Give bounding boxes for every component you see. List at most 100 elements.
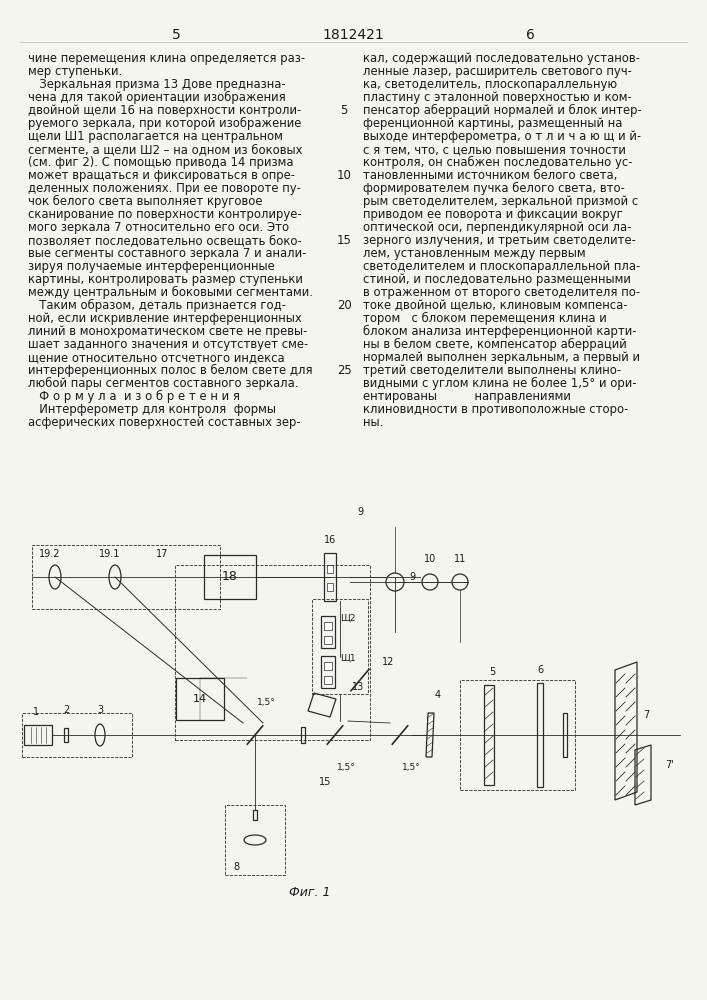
Text: нормалей выполнен зеркальным, а первый и: нормалей выполнен зеркальным, а первый и [363,351,640,364]
Text: приводом ее поворота и фиксации вокруг: приводом ее поворота и фиксации вокруг [363,208,623,221]
Text: 1812421: 1812421 [322,28,384,42]
Bar [324,662,332,670]
Text: линий в монохроматическом свете не превы-: линий в монохроматическом свете не превы… [28,325,308,338]
Text: 3: 3 [97,705,103,715]
Text: ной, если искривление интерференционных: ной, если искривление интерференционных [28,312,302,325]
Text: Таким образом, деталь признается год-: Таким образом, деталь признается год- [28,299,286,312]
Text: 5: 5 [489,667,495,677]
Text: 10: 10 [337,169,351,182]
Text: в отраженном от второго светоделителя по-: в отраженном от второго светоделителя по… [363,286,640,299]
Text: руемого зеркала, при которой изображение: руемого зеркала, при которой изображение [28,117,301,130]
Bar [460,680,575,790]
Bar [324,553,336,601]
Text: 9: 9 [357,507,363,517]
Text: 5: 5 [340,104,348,117]
Bar [537,683,543,787]
Bar [22,713,132,757]
Text: 11: 11 [454,554,466,564]
Text: 18: 18 [222,570,238,584]
Text: тором   с блоком перемещения клина и: тором с блоком перемещения клина и [363,312,607,325]
Text: светоделителем и плоскопараллельной пла-: светоделителем и плоскопараллельной пла- [363,260,641,273]
Text: позволяет последовательно освещать боко-: позволяет последовательно освещать боко- [28,234,302,247]
Text: 12: 12 [382,657,395,667]
Text: Фиг. 1: Фиг. 1 [289,886,331,898]
Text: 5: 5 [172,28,180,42]
Text: 8: 8 [233,862,239,872]
Text: 19.2: 19.2 [40,549,61,559]
Text: мого зеркала 7 относительно его оси. Это: мого зеркала 7 относительно его оси. Это [28,221,289,234]
Text: тановленными источником белого света,: тановленными источником белого света, [363,169,617,182]
Bar [176,678,224,720]
Text: 6: 6 [537,665,543,675]
Bar [204,555,256,599]
Bar [321,616,335,648]
Bar [301,727,305,743]
Text: формирователем пучка белого света, вто-: формирователем пучка белого света, вто- [363,182,625,195]
Text: 6: 6 [525,28,534,42]
Text: 7: 7 [643,710,649,720]
Text: 15: 15 [319,777,331,787]
Text: Зеркальная призма 13 Дове предназна-: Зеркальная призма 13 Дове предназна- [28,78,286,91]
Text: Интерферометр для контроля  формы: Интерферометр для контроля формы [28,403,276,416]
Text: шает заданного значения и отсутствует сме-: шает заданного значения и отсутствует см… [28,338,308,351]
Bar [225,805,285,875]
Text: блоком анализа интерференционной карти-: блоком анализа интерференционной карти- [363,325,636,338]
Text: между центральным и боковыми сегментами.: между центральным и боковыми сегментами. [28,286,313,299]
Text: с я тем, что, с целью повышения точности: с я тем, что, с целью повышения точности [363,143,626,156]
Text: 2: 2 [63,705,69,715]
Text: 17: 17 [156,549,168,559]
Text: щение относительно отсчетного индекса: щение относительно отсчетного индекса [28,351,285,364]
Text: щели Ш1 располагается на центральном: щели Ш1 располагается на центральном [28,130,283,143]
Bar [321,656,335,688]
Bar [324,622,332,630]
Text: ентированы          направлениями: ентированы направлениями [363,390,571,403]
Text: может вращаться и фиксироваться в опре-: может вращаться и фиксироваться в опре- [28,169,295,182]
Text: деленных положениях. При ее повороте пу-: деленных положениях. При ее повороте пу- [28,182,301,195]
Text: вые сегменты составного зеркала 7 и анали-: вые сегменты составного зеркала 7 и анал… [28,247,306,260]
Text: пенсатор аберраций нормалей и блок интер-: пенсатор аберраций нормалей и блок интер… [363,104,642,117]
Bar [327,565,333,573]
Text: чок белого света выполняет круговое: чок белого света выполняет круговое [28,195,262,208]
Text: 25: 25 [337,364,351,377]
Text: рым светоделителем, зеркальной призмой с: рым светоделителем, зеркальной призмой с [363,195,638,208]
Text: ленные лазер, расширитель светового пуч-: ленные лазер, расширитель светового пуч- [363,65,632,78]
Text: 1,5°: 1,5° [337,763,356,772]
Text: ка, светоделитель, плоскопараллельную: ка, светоделитель, плоскопараллельную [363,78,617,91]
Text: 1: 1 [33,707,39,717]
Bar [324,676,332,684]
Text: ны.: ны. [363,416,383,429]
Bar [563,713,567,757]
Text: сканирование по поверхности контролируе-: сканирование по поверхности контролируе- [28,208,302,221]
Text: оптической оси, перпендикулярной оси ла-: оптической оси, перпендикулярной оси ла- [363,221,631,234]
Text: ференционной картины, размещенный на: ференционной картины, размещенный на [363,117,622,130]
Bar [253,810,257,820]
Bar [324,636,332,644]
Bar [312,599,368,694]
Text: 13: 13 [352,682,364,692]
Text: зерного излучения, и третьим светоделите-: зерного излучения, и третьим светоделите… [363,234,636,247]
Text: двойной щели 16 на поверхности контроли-: двойной щели 16 на поверхности контроли- [28,104,301,117]
Bar [24,725,52,745]
Text: 1,5°: 1,5° [257,698,276,707]
Text: 15: 15 [337,234,351,247]
Text: клиновидности в противоположные сторо-: клиновидности в противоположные сторо- [363,403,629,416]
Text: асферических поверхностей составных зер-: асферических поверхностей составных зер- [28,416,300,429]
Text: Щ2: Щ2 [340,613,356,622]
Text: любой пары сегментов составного зеркала.: любой пары сегментов составного зеркала. [28,377,298,390]
Text: кал, содержащий последовательно установ-: кал, содержащий последовательно установ- [363,52,640,65]
Bar [32,545,220,609]
Text: 1,5°: 1,5° [402,763,421,772]
Text: 20: 20 [337,299,351,312]
Text: 16: 16 [324,535,336,545]
Bar [64,728,68,742]
Text: лем, установленным между первым: лем, установленным между первым [363,247,585,260]
Text: интерференционных полос в белом свете для: интерференционных полос в белом свете дл… [28,364,312,377]
Text: Щ1: Щ1 [340,654,356,662]
Text: Ф о р м у л а  и з о б р е т е н и я: Ф о р м у л а и з о б р е т е н и я [28,390,240,403]
Text: 14: 14 [193,694,207,704]
Text: третий светоделители выполнены клино-: третий светоделители выполнены клино- [363,364,621,377]
Text: 4: 4 [435,690,441,700]
Text: картины, контролировать размер ступеньки: картины, контролировать размер ступеньки [28,273,303,286]
Text: пластину с эталонной поверхностью и ком-: пластину с эталонной поверхностью и ком- [363,91,632,104]
Text: 7': 7' [665,760,674,770]
